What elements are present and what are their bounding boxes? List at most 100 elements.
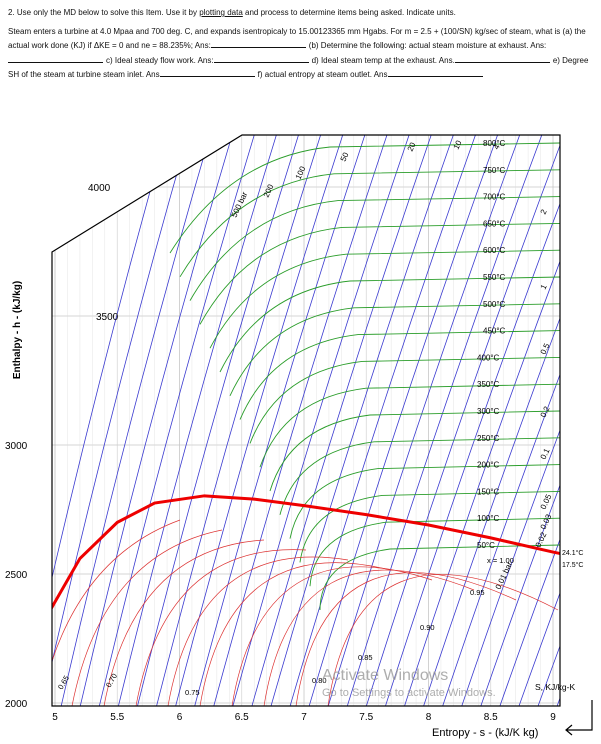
isobar (228, 135, 415, 706)
body-text: Steam enters a turbine at 4.0 Mpaa and 7… (8, 26, 586, 51)
isotherm (179, 169, 560, 278)
x-tick-label: 7.5 (359, 712, 373, 723)
body-text: c) Ideal steady flow work. Ans: (106, 55, 214, 65)
temperature-label: 600°C (483, 246, 506, 255)
quality-line (52, 519, 181, 706)
temperature-label: 400°C (477, 353, 500, 362)
question: 2. Use only the MD below to solve this I… (8, 6, 596, 87)
isotherm (209, 249, 560, 349)
watermark: Activate Windows (322, 667, 448, 684)
quality-label: 0.75 (185, 688, 200, 697)
temperature-label: 500°C (483, 300, 506, 309)
isotherm (309, 517, 560, 587)
isobar (475, 135, 560, 706)
isobar (361, 135, 560, 706)
pressure-label: 200 (262, 182, 276, 198)
answer-blank (213, 54, 309, 63)
pressure-label: 1 (539, 283, 549, 291)
y-tick-label: 2000 (5, 699, 28, 710)
isotherm (189, 196, 560, 301)
temperature-label: 800°C (483, 139, 506, 148)
isobar (551, 135, 560, 706)
isotherm (199, 222, 560, 325)
x-tick-label: 7 (301, 712, 307, 723)
temperature-label: 50°C (477, 541, 495, 550)
isobar (437, 135, 560, 706)
quality-line (103, 539, 265, 706)
isotherm (229, 303, 560, 396)
pressure-label: 0.5 (539, 341, 552, 355)
annotation: 24.1°C (562, 549, 583, 557)
isotherm (219, 276, 560, 373)
isobar (52, 135, 193, 706)
quality-line (71, 529, 223, 706)
heading-text: and process to determine items being ask… (242, 8, 456, 17)
pressure-label: 4 (492, 143, 502, 151)
isobar (342, 135, 548, 706)
quality-line (263, 569, 475, 706)
temperature-label: 450°C (483, 327, 506, 336)
heading-text: 2. Use only the MD below to solve this I… (8, 8, 200, 17)
saturation-line (52, 494, 560, 614)
isobar (304, 135, 504, 706)
y-axis-label: Enthalpy - h - (kJ/kg) (12, 281, 23, 379)
answer-blank (8, 54, 103, 63)
isotherm (259, 383, 560, 468)
isobar (266, 135, 459, 706)
answer-blank (454, 54, 550, 63)
quality-label: x = 1.00 (487, 556, 514, 565)
answer-blank (387, 68, 483, 77)
temperature-label: 750°C (483, 166, 506, 175)
body-text: f) actual entropy at steam outlet. Ans (257, 70, 388, 79)
isobar (323, 135, 526, 706)
temperature-label: 350°C (477, 380, 500, 389)
temperature-label: 650°C (483, 219, 506, 228)
answer-blank (159, 68, 255, 77)
quality-label: 0.85 (358, 653, 373, 662)
pressure-label: 0.02 (534, 530, 549, 548)
pressure-label: 2 (539, 208, 549, 216)
quality-line (199, 562, 391, 706)
isobar (133, 135, 304, 706)
y-tick-label: 4000 (88, 183, 111, 194)
temperature-label: 200°C (477, 461, 500, 470)
y-tick-label: 3000 (5, 441, 28, 452)
isobar (494, 135, 560, 706)
quality-label: 0.90 (420, 623, 435, 632)
heading-text: plotting data (199, 8, 243, 17)
problem-body: Steam enters a turbine at 4.0 Mpaa and 7… (8, 25, 596, 83)
isobar (209, 135, 393, 706)
isobar (418, 135, 560, 706)
answer-blank (210, 39, 306, 48)
temperature-label: 700°C (483, 193, 506, 202)
quality-line (167, 556, 349, 706)
x-axis-label: Entropy - s - (kJ/K kg) (432, 727, 538, 739)
isobar (171, 135, 348, 706)
body-text: e) Degree SH of the steam at turbine ste… (8, 55, 589, 80)
quality-line (135, 549, 307, 706)
isotherm (289, 464, 560, 539)
temperature-label: 550°C (483, 273, 506, 282)
quality-line (327, 574, 559, 706)
body-text: (b) Determine the following: actual stea… (308, 41, 547, 50)
quality-label: 0.70 (104, 672, 119, 689)
x-tick-label: 5.5 (110, 712, 124, 723)
annotation: 17.5°C (562, 561, 583, 569)
isobar (285, 135, 482, 706)
isotherm (249, 356, 560, 444)
isobar (76, 135, 237, 706)
y-tick-label: 3500 (96, 312, 119, 323)
isobar (95, 135, 260, 706)
side-label: S, KJ/kg-K (535, 682, 575, 692)
pressure-label: 0.03 (539, 512, 554, 530)
temperature-label: 100°C (477, 514, 500, 523)
isobar (247, 135, 437, 706)
x-tick-label: 9 (550, 712, 556, 723)
isobar (57, 135, 215, 706)
pressure-label: 0.1 (539, 446, 552, 460)
isotherm (269, 410, 560, 492)
temperature-label: 250°C (477, 434, 500, 443)
isobar (513, 135, 560, 706)
